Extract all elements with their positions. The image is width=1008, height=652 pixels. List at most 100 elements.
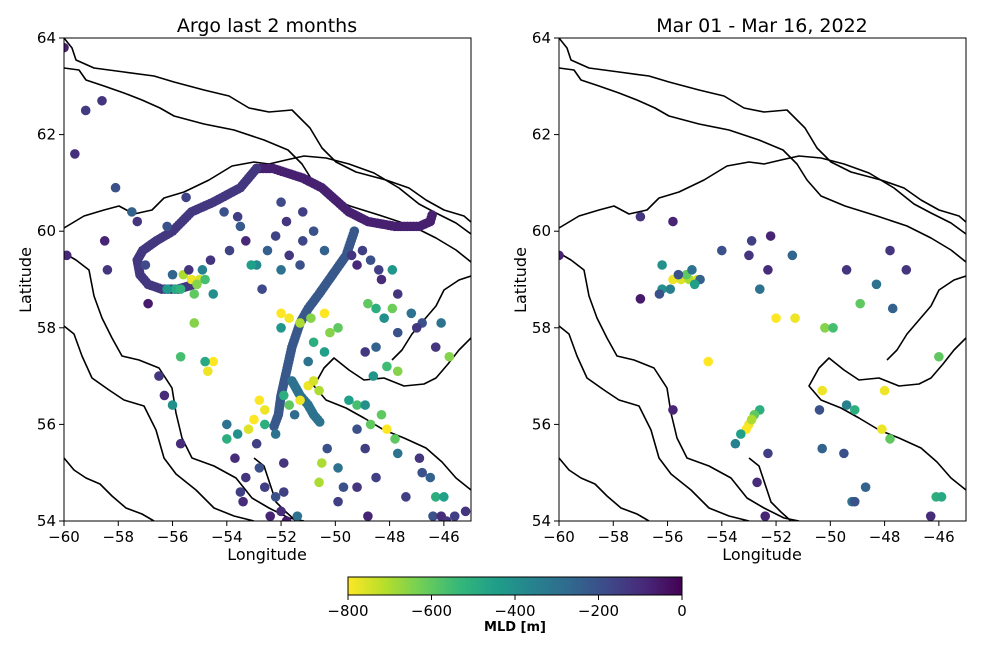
right-argo-point	[849, 496, 860, 507]
left-x-tick-label: −48	[374, 528, 406, 546]
left-argo-point	[110, 182, 121, 193]
right-argo-point	[760, 511, 771, 521]
left-argo-point	[281, 216, 292, 227]
left-argo-point	[392, 366, 403, 377]
left-argo-point	[371, 303, 381, 314]
left-argo-point	[140, 260, 151, 270]
left-argo-point	[322, 443, 332, 454]
left-argo-point	[276, 197, 286, 208]
left-argo-point	[303, 356, 314, 367]
left-argo-point	[238, 496, 248, 507]
left-argo-point	[240, 236, 251, 246]
left-argo-point	[162, 221, 172, 232]
left-argo-point	[308, 226, 319, 236]
left-argo-point	[289, 409, 300, 420]
left-argo-point	[382, 361, 392, 372]
right-argo-point	[665, 284, 676, 294]
left-argo-point	[265, 511, 276, 521]
left-argo-point	[333, 463, 343, 473]
left-argo-point	[284, 400, 295, 410]
left-argo-point	[417, 467, 427, 478]
left-argo-point	[99, 236, 110, 246]
left-argo-point	[346, 250, 357, 261]
left-argo-point	[411, 323, 422, 333]
left-argo-point	[181, 192, 191, 203]
left-argo-point	[205, 255, 216, 265]
left-argo-point	[235, 487, 246, 497]
left-y-tick-label: 54	[37, 512, 56, 530]
left-argo-point	[406, 308, 417, 319]
left-argo-point	[208, 356, 219, 367]
left-argo-point	[390, 434, 400, 444]
right-argo-point	[879, 385, 890, 396]
left-argo-point	[154, 371, 164, 381]
right-argo-point	[746, 236, 757, 246]
right-argo-point	[841, 400, 852, 410]
left-argo-point	[132, 216, 143, 227]
right-chart-title: Mar 01 - Mar 16, 2022	[656, 15, 868, 37]
left-argo-point	[319, 308, 330, 319]
left-chart-title: Argo last 2 months	[177, 15, 357, 37]
right-argo-point	[855, 298, 865, 309]
left-argo-point	[278, 458, 289, 468]
left-argo-point	[314, 385, 324, 396]
right-argo-point	[820, 323, 830, 333]
left-argo-point	[232, 429, 243, 439]
right-x-tick-label: −48	[869, 528, 901, 546]
right-argo-point	[901, 265, 912, 275]
left-argo-point	[430, 342, 441, 352]
left-argo-point	[276, 265, 286, 275]
left-argo-point	[401, 492, 411, 502]
left-argo-point	[224, 245, 235, 256]
left-argo-point	[314, 477, 324, 488]
right-plot-frame	[558, 37, 967, 522]
left-argo-point	[444, 351, 455, 362]
right-argo-point	[635, 294, 646, 304]
left-argo-point	[222, 419, 232, 430]
left-argo-point	[184, 265, 194, 275]
left-argo-point	[319, 245, 330, 256]
left-argo-point	[200, 356, 210, 367]
right-y-tick-label: 60	[532, 222, 551, 240]
left-y-axis-label: Latitude	[16, 247, 35, 313]
left-argo-point	[232, 211, 243, 222]
left-argo-point	[278, 390, 289, 401]
right-argo-point	[817, 443, 827, 454]
left-argo-point	[240, 472, 251, 483]
right-argo-point	[936, 492, 947, 502]
left-argo-point	[316, 458, 327, 468]
right-argo-point	[814, 405, 825, 415]
right-map-area	[559, 38, 966, 521]
left-argo-point	[243, 424, 254, 435]
left-argo-point	[295, 260, 305, 270]
right-y-tick-label: 56	[532, 415, 551, 433]
left-argo-point	[208, 289, 219, 299]
left-argo-point	[257, 284, 267, 294]
right-x-tick-label: −50	[815, 528, 847, 546]
right-argo-point	[817, 385, 827, 396]
left-track-point	[314, 417, 325, 427]
right-argo-point	[790, 313, 800, 323]
right-argo-point	[887, 303, 898, 314]
left-float-tracks	[132, 163, 437, 432]
left-argo-point	[352, 424, 362, 435]
right-argo-point	[877, 424, 887, 435]
right-argo-point	[849, 405, 860, 415]
left-argo-point	[97, 95, 107, 106]
left-argo-point	[235, 221, 246, 232]
right-argo-point	[730, 438, 741, 449]
colorbar-tick-label: 0	[677, 602, 687, 620]
left-argo-point	[376, 409, 387, 420]
left-argo-point	[230, 453, 240, 464]
left-argo-point	[189, 318, 200, 328]
right-argo-points	[559, 211, 947, 521]
right-argo-point	[689, 279, 700, 290]
right-y-tick-label: 64	[532, 29, 551, 47]
left-argo-point	[365, 419, 376, 430]
right-argo-point	[860, 482, 871, 492]
right-argo-point	[828, 323, 838, 333]
right-argo-point	[668, 216, 678, 227]
right-y-axis: 54 56 58 60 62 64	[532, 29, 559, 530]
left-argo-point	[430, 492, 441, 502]
